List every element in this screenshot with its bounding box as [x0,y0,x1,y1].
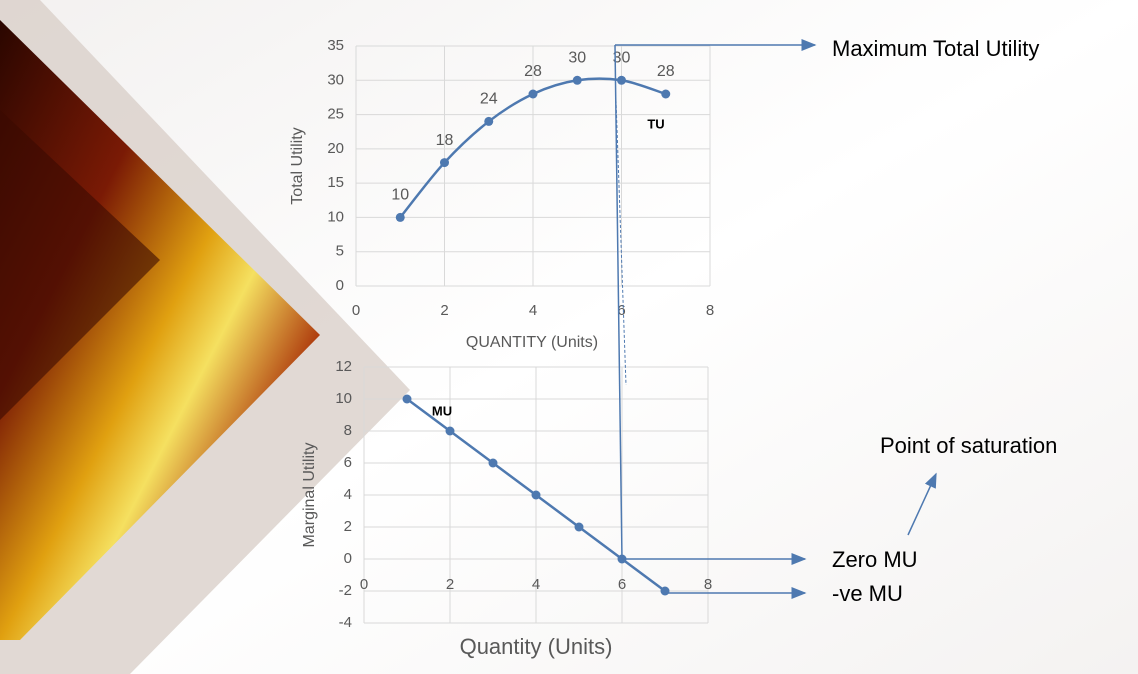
y-tick-label: 4 [344,486,352,503]
y-tick-label: 0 [344,550,352,567]
y-tick-label: 8 [344,422,352,439]
decor-dark [0,110,160,420]
y-tick-label: 35 [327,37,344,54]
y-tick-label: 10 [335,390,352,407]
x-tick-label: 2 [446,576,454,593]
data-point [617,75,626,85]
x-axis-title: QUANTITY (Units) [466,334,598,351]
arrow [907,472,937,536]
data-point [488,458,498,468]
x-tick-label: 4 [529,302,537,319]
data-label: 30 [613,50,631,67]
annotation: -ve MU [832,581,903,606]
data-point [572,75,582,85]
y-tick-label: 2 [344,518,352,535]
y-tick-label: 6 [344,454,352,471]
data-label: 28 [524,63,542,80]
y-tick-label: -2 [339,582,352,599]
y-tick-label: 0 [336,277,344,294]
y-axis-title: Total Utility [289,127,306,204]
annotation: Zero MU [832,547,918,572]
y-tick-label: 12 [335,358,352,375]
x-tick-label: 2 [440,302,448,319]
y-tick-label: 25 [327,106,344,123]
data-point [661,89,671,99]
x-tick-label: 0 [360,576,368,593]
series-label: MU [432,403,452,418]
y-tick-label: 15 [327,174,344,191]
data-label: 24 [480,91,498,108]
y-tick-label: 20 [327,140,344,157]
data-point [445,426,455,436]
data-point [531,490,541,500]
x-tick-label: 6 [618,576,626,593]
x-tick-label: 0 [352,302,360,319]
data-point [395,212,405,222]
y-tick-label: 30 [327,71,344,88]
data-point [574,522,584,532]
x-tick-label: 8 [704,576,712,593]
x-tick-label: 6 [617,302,625,319]
data-point [440,158,449,168]
data-label: 10 [391,187,409,204]
x-axis-title: Quantity (Units) [460,634,613,659]
annotation: Maximum Total Utility [832,36,1039,61]
connector [614,44,623,561]
connector-dashed [615,99,627,386]
y-tick-label: 10 [327,208,344,225]
data-label: 18 [436,132,454,149]
data-label: 28 [657,63,675,80]
data-point [484,116,494,126]
y-tick-label: -4 [339,614,352,631]
data-label: 30 [568,50,586,67]
y-tick-label: 5 [336,243,344,260]
data-point [660,586,670,596]
decor-fire [0,20,320,640]
y-axis-title: Marginal Utility [301,443,318,548]
x-tick-label: 4 [532,576,540,593]
series-label: TU [647,116,664,131]
x-tick-label: 8 [706,302,714,319]
data-point [528,89,538,99]
data-point [402,394,412,404]
annotation: Point of saturation [880,433,1057,458]
